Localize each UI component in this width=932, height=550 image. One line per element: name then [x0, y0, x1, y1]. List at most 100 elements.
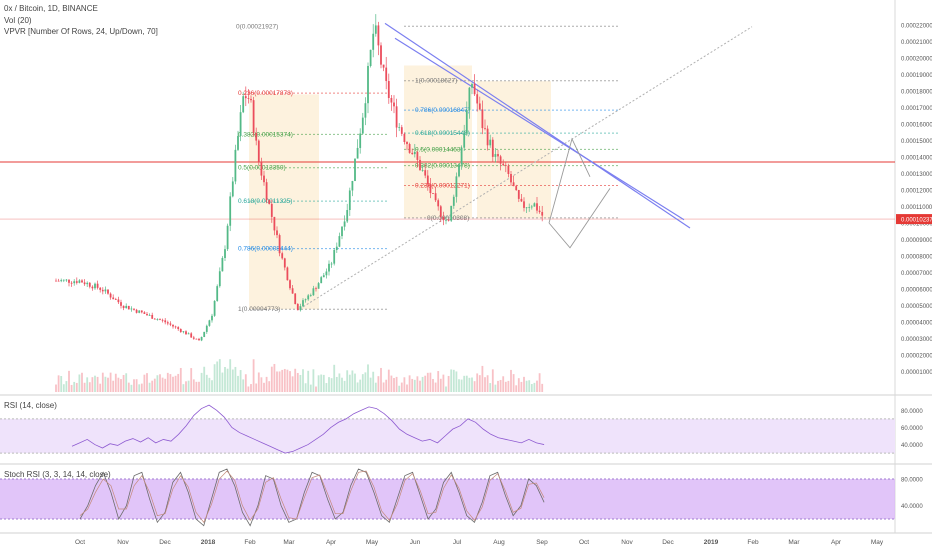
volume-bar	[385, 379, 388, 392]
volume-bar	[146, 373, 148, 392]
candle-body	[263, 175, 265, 183]
candle-body	[447, 219, 450, 221]
volume-bar	[190, 368, 193, 392]
candle-body	[255, 133, 258, 141]
candle-body	[361, 117, 364, 134]
volume-bar	[530, 384, 533, 392]
candle-body	[205, 325, 208, 332]
volume-bar	[455, 371, 458, 392]
volume-bar	[164, 378, 167, 392]
volume-bar	[419, 380, 421, 392]
volume-bar	[86, 377, 89, 392]
candle-body	[333, 249, 336, 264]
volume-bar	[242, 379, 245, 392]
candle-body	[86, 282, 89, 285]
rsi-line	[71, 404, 545, 454]
candle-body	[179, 329, 182, 332]
candle-body	[83, 282, 86, 285]
candle-body	[468, 87, 471, 111]
candle-body	[239, 112, 242, 137]
volume-bar	[426, 372, 429, 392]
volume-bar	[112, 380, 115, 392]
candle-body	[252, 100, 255, 134]
volume-bar	[309, 384, 312, 392]
candle-body	[356, 147, 359, 159]
candle-body	[125, 305, 128, 309]
volume-bar	[447, 375, 450, 392]
volume-bar	[221, 372, 224, 392]
volume-bar	[380, 367, 382, 392]
volume-bar	[432, 378, 434, 392]
candle-body	[70, 282, 73, 284]
candle-body	[75, 281, 78, 283]
candle-body	[296, 304, 299, 311]
volume-bar	[265, 376, 268, 392]
candle-body	[112, 297, 115, 300]
volume-bar	[252, 359, 255, 392]
price-axis-tick: 0.00011000	[901, 205, 932, 211]
fib-level-label: 0.236(0.00017878)	[238, 90, 293, 97]
candle-body	[484, 128, 486, 129]
candle-body	[517, 190, 520, 199]
candle-body	[458, 164, 460, 177]
candle-body	[122, 305, 125, 309]
volume-bar	[377, 376, 380, 392]
candle-body	[151, 314, 154, 319]
volume-bar	[486, 375, 489, 392]
candle-body	[247, 98, 250, 99]
volume-bar	[398, 385, 401, 392]
volume-bar	[325, 383, 328, 392]
candle-body	[166, 322, 169, 324]
vpvr-legend: VPVR [Number Of Rows, 24, Up/Down, 70]	[4, 27, 158, 36]
volume-bar	[159, 374, 161, 392]
fib-level-label: 0.786(0.00008444)	[238, 246, 293, 253]
candle-body	[450, 205, 453, 221]
candle-body	[117, 299, 120, 303]
candle-body	[312, 288, 315, 296]
candle-body	[130, 308, 133, 310]
volume-bar	[411, 378, 414, 392]
volume-bar	[177, 373, 180, 392]
candle-body	[460, 147, 463, 165]
candle-body	[491, 139, 494, 157]
fib-level-label: 0.5(0.00014463)	[415, 146, 463, 153]
volume-bar	[286, 369, 289, 392]
candle-body	[504, 165, 507, 166]
price-axis-tick: 0.00016000	[901, 123, 932, 129]
volume-bar	[416, 376, 419, 392]
candle-body	[291, 288, 294, 294]
candle-body	[406, 141, 408, 145]
volume-bar	[260, 377, 263, 392]
candle-body	[541, 212, 544, 216]
volume-bar	[255, 383, 258, 392]
volume-bar	[172, 376, 174, 392]
candle-body	[156, 319, 159, 321]
volume-bar	[169, 374, 172, 392]
candle-body	[507, 165, 510, 175]
candle-body	[265, 182, 268, 201]
candle-body	[374, 25, 377, 34]
candle-body	[330, 263, 333, 265]
volume-bar	[421, 376, 424, 392]
volume-bar	[372, 371, 375, 392]
candle-body	[192, 337, 195, 339]
volume-bar	[346, 370, 349, 392]
volume-bar	[528, 380, 531, 392]
candle-body	[182, 331, 185, 333]
volume-bar	[213, 364, 216, 392]
candle-body	[169, 323, 172, 325]
candle-body	[387, 81, 390, 98]
candle-body	[60, 280, 63, 282]
volume-bar	[395, 376, 398, 392]
fib-level-label: 0.382(0.00015374)	[238, 131, 293, 138]
symbol-legend: 0x / Bitcoin, 1D, BINANCE	[4, 4, 98, 13]
candle-body	[99, 287, 102, 290]
volume-bar	[489, 383, 492, 392]
time-axis-tick: Oct	[579, 539, 589, 546]
volume-bar	[452, 369, 455, 392]
time-axis-tick: May	[871, 539, 884, 546]
time-axis-tick: Jul	[453, 539, 462, 546]
volume-bar	[133, 379, 135, 392]
volume-bar	[130, 384, 133, 392]
